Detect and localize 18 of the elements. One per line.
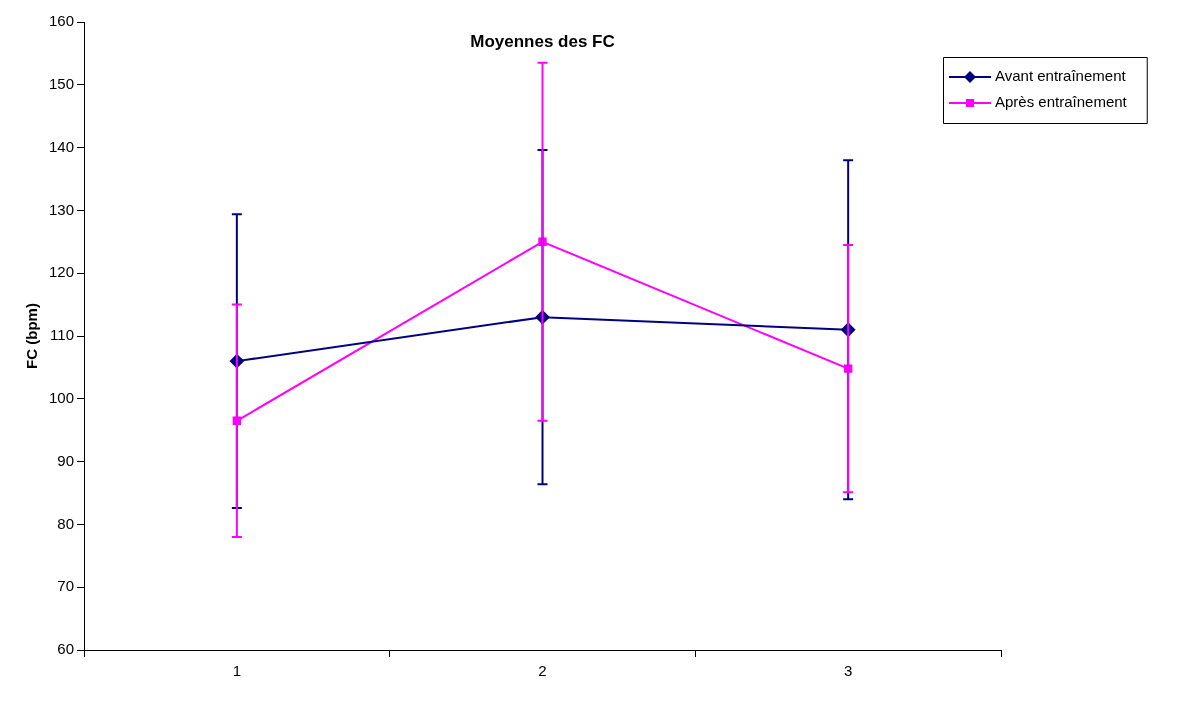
y-tick-label: 150	[49, 74, 75, 92]
y-tick-label: 140	[49, 137, 75, 155]
x-tick-label: 2	[538, 662, 547, 680]
y-tick-label: 60	[57, 640, 75, 658]
y-tick-label: 90	[57, 451, 75, 469]
text: Moyennes des FC	[470, 31, 615, 51]
y-tick-label: 70	[57, 577, 75, 595]
legend-label: Après entraînement	[995, 93, 1128, 111]
y-axis-title: FC (bpm)	[23, 303, 41, 369]
y-tick-label: 130	[49, 200, 75, 218]
y-tick-label: 80	[57, 514, 75, 532]
y-tick-label: 120	[49, 263, 75, 281]
x-tick-label: 1	[232, 662, 242, 680]
x-tick-label: 3	[844, 662, 853, 680]
y-tick-label: 110	[50, 326, 75, 344]
y-tick-label: 100	[49, 388, 75, 406]
y-tick-label: 160	[49, 12, 75, 30]
legend-label: Avant entraînement	[995, 67, 1127, 85]
